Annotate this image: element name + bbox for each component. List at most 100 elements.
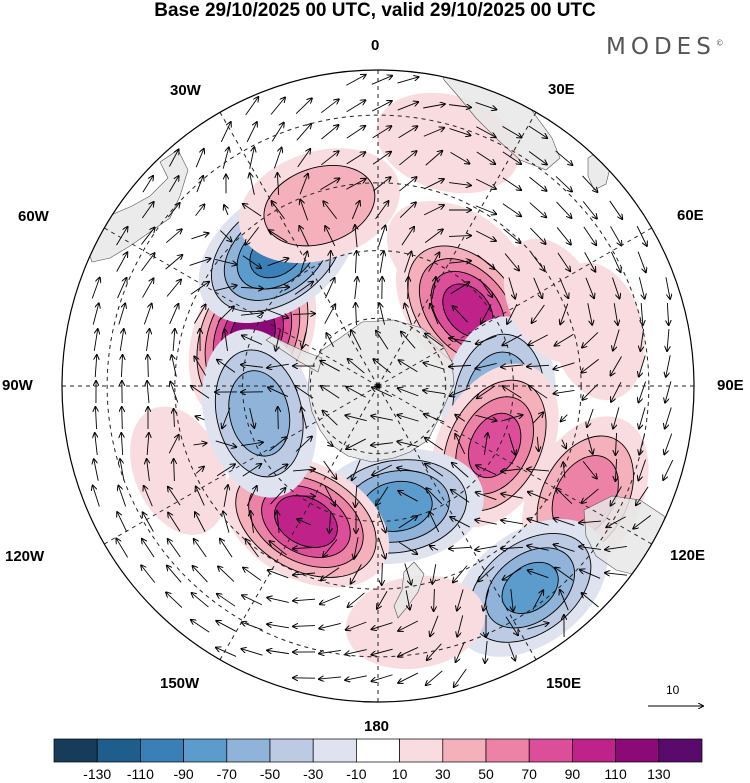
wind-arrow [346, 621, 367, 630]
wind-arrow [243, 568, 262, 581]
wind-arrow [371, 416, 393, 421]
wind-arrow [168, 539, 181, 558]
wind-arrow [502, 203, 521, 216]
wind-arrow [166, 592, 183, 608]
wind-arrow [355, 251, 356, 274]
streamline-ring [263, 165, 376, 247]
wind-arrow [532, 412, 543, 424]
wind-arrow [249, 147, 255, 169]
wind-arrow [323, 411, 338, 426]
wind-arrow [450, 282, 470, 295]
wind-arrow [320, 361, 340, 372]
wind-arrow [448, 236, 471, 237]
wind-arrow [613, 329, 620, 350]
wind-arrow [508, 433, 515, 454]
wind-arrow [346, 100, 366, 113]
colorbar-tick: 70 [521, 766, 537, 782]
wind-arrow [117, 512, 128, 533]
wind-arrow [475, 362, 497, 368]
wind-arrow [425, 151, 443, 166]
wind-arrow [371, 648, 393, 655]
contour-band [502, 562, 559, 614]
wind-arrow [173, 329, 175, 352]
wind-arrow [449, 338, 471, 343]
colorbar [53, 738, 703, 763]
wind-arrow [297, 149, 311, 168]
wind-arrow [346, 75, 365, 86]
label-lon-30w: 30W [170, 82, 201, 99]
wind-arrow [450, 151, 470, 163]
wind-arrow [242, 335, 263, 345]
wind-arrow [351, 201, 359, 220]
wind-arrow [192, 593, 209, 608]
wind-arrow [582, 332, 599, 347]
map-disc [62, 70, 694, 702]
wind-vectors [92, 75, 674, 687]
wind-arrow [485, 641, 487, 663]
wind-arrow [95, 355, 97, 378]
wind-arrow [610, 226, 622, 245]
wind-arrow [191, 620, 210, 633]
anomaly-centre [503, 238, 602, 364]
wind-arrow [372, 622, 393, 630]
wind-arrow [453, 306, 468, 323]
wind-arrow [613, 303, 618, 325]
contour-band [468, 413, 521, 478]
wind-arrow [348, 592, 365, 607]
wind-arrow [122, 407, 123, 430]
wind-arrow [476, 465, 497, 476]
label-lon-150w: 150W [160, 675, 200, 692]
wind-arrow [246, 122, 257, 143]
colorbar-swatch [572, 738, 616, 763]
wind-arrow [456, 641, 465, 662]
wind-arrow [555, 176, 572, 191]
wind-arrow [321, 151, 338, 166]
wind-arrow [242, 255, 261, 268]
wind-arrow [425, 333, 444, 347]
wind-arrow [167, 566, 182, 583]
wind-arrow [430, 304, 439, 325]
colorbar-swatch [615, 738, 660, 763]
wind-arrow [319, 623, 341, 628]
wind-arrow [450, 517, 470, 528]
label-lon-0: 0 [371, 37, 380, 54]
wind-arrow [250, 173, 255, 195]
wind-arrow [532, 304, 545, 323]
wind-arrow [453, 565, 468, 583]
wind-arrow [606, 516, 626, 527]
wind-arrow [320, 595, 341, 604]
wind-arrow [501, 520, 523, 525]
wind-arrow [563, 462, 565, 478]
wind-arrow [116, 227, 127, 246]
wind-arrow [580, 570, 601, 579]
wind-arrow [194, 357, 207, 376]
wind-arrow [450, 387, 471, 396]
wind-arrow [166, 280, 181, 297]
colorbar-swatch [312, 738, 357, 763]
wind-arrow [639, 407, 646, 428]
wind-arrow [554, 545, 575, 552]
wind-arrow [527, 623, 548, 630]
wind-arrow [191, 233, 208, 240]
wind-arrow [293, 547, 316, 548]
wind-arrow [425, 438, 444, 451]
wind-arrow [250, 511, 253, 533]
wind-arrow [529, 176, 546, 191]
wind-arrow [455, 434, 466, 455]
wind-arrow [325, 226, 336, 247]
wind-arrow [560, 590, 569, 611]
wind-arrow [398, 126, 418, 139]
wind-arrow [431, 277, 436, 299]
streamline-ring [214, 349, 304, 478]
wind-arrow [356, 303, 357, 326]
wind-arrow [613, 407, 620, 428]
wind-arrow [196, 416, 205, 420]
wind-arrow [533, 277, 542, 298]
wind-arrow [666, 355, 671, 377]
wind-arrow [555, 568, 574, 581]
wind-arrow [475, 101, 497, 109]
streamline-ring [485, 547, 575, 629]
wind-arrow [398, 491, 418, 502]
wind-arrow [168, 176, 178, 193]
colorbar-tick: -130 [83, 766, 112, 782]
